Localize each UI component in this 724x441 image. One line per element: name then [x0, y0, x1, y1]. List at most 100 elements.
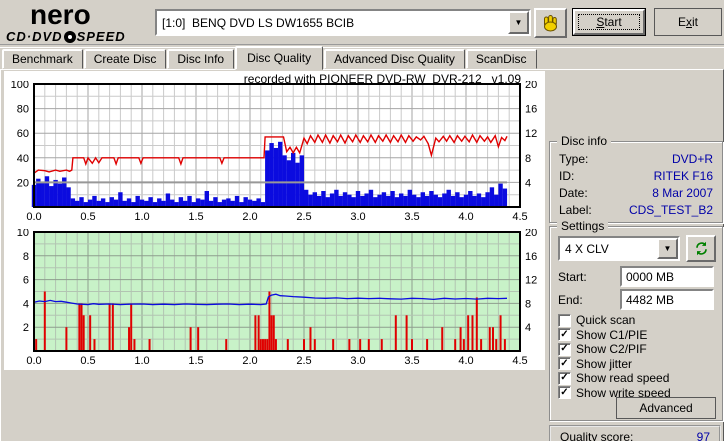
checkbox-icon[interactable]: ✓ — [558, 328, 571, 342]
eject-hand-button[interactable] — [534, 8, 567, 38]
svg-text:2.5: 2.5 — [296, 211, 311, 223]
checkbox-icon[interactable]: ✓ — [558, 371, 571, 385]
svg-text:12: 12 — [525, 128, 537, 140]
settings-group: Settings 4 X CLV ▼ Start: 0000 MB End: 4… — [549, 219, 723, 421]
advanced-button-label: Advanced — [639, 401, 693, 415]
disc-info-title: Disc info — [557, 134, 612, 148]
tab-benchmark[interactable]: Benchmark — [2, 49, 83, 69]
stat-row: Label: CDS_TEST_B2 — [550, 203, 722, 217]
nero-logo: nero CD·DVD SPEED — [6, 1, 146, 44]
chart-panel: recorded with PIONEER DVD-RW DVR-212 v1.… — [4, 71, 545, 370]
svg-text:80: 80 — [17, 104, 29, 116]
advanced-button[interactable]: Advanced — [616, 397, 716, 419]
svg-text:4.5: 4.5 — [512, 355, 527, 367]
chevron-down-icon[interactable]: ▼ — [657, 238, 678, 259]
svg-text:1.0: 1.0 — [134, 211, 149, 223]
svg-text:2.0: 2.0 — [242, 355, 257, 367]
svg-text:1.5: 1.5 — [188, 211, 203, 223]
disc-quality-tab-page: recorded with PIONEER DVD-RW DVR-212 v1.… — [0, 69, 724, 441]
disc-info-group: Disc info Type: DVD+R ID: RITEK F16 Date: 8 M… — [549, 134, 723, 223]
cd-dvd-speed-logo-text: CD·DVD SPEED — [6, 29, 126, 44]
svg-text:10: 10 — [17, 229, 29, 239]
refresh-button[interactable] — [686, 235, 716, 262]
disc-info-label: Label: — [559, 203, 592, 217]
svg-text:40: 40 — [17, 153, 29, 165]
svg-text:4.0: 4.0 — [458, 355, 473, 367]
refresh-icon — [695, 241, 707, 256]
disc-info-label: ID: — [559, 169, 575, 183]
quality-score-panel: Quality score: 97 — [549, 425, 721, 441]
scan-speed-select[interactable]: 4 X CLV ▼ — [558, 236, 680, 261]
stat-row: Type: DVD+R — [550, 152, 722, 166]
svg-text:4.0: 4.0 — [458, 211, 473, 223]
settings-checkboxes: Quick scan ✓ Show C1/PIE ✓ Show C2/PIF ✓ Show … — [558, 313, 718, 400]
disc-info-value: CDS_TEST_B2 — [628, 203, 713, 217]
svg-text:4: 4 — [525, 177, 531, 189]
svg-text:8: 8 — [525, 298, 531, 310]
svg-text:20: 20 — [525, 81, 537, 91]
checkbox-label: Show C1/PIE — [576, 327, 648, 342]
disc-info-label: Type: — [559, 152, 589, 166]
checkbox-label: Quick scan — [576, 313, 636, 328]
svg-text:100: 100 — [11, 81, 29, 91]
disc-info-value: DVD+R — [671, 152, 713, 166]
svg-text:0.0: 0.0 — [26, 355, 41, 367]
svg-text:6: 6 — [23, 275, 29, 287]
tab-scandisc[interactable]: ScanDisc — [465, 49, 537, 69]
svg-text:20: 20 — [17, 177, 29, 189]
quality-score-value: 97 — [696, 430, 710, 441]
stat-row: ID: RITEK F16 — [550, 169, 722, 183]
stat-row: Date: 8 Mar 2007 — [550, 186, 722, 200]
svg-text:3.0: 3.0 — [350, 355, 365, 367]
checkbox-quick-scan[interactable]: Quick scan — [558, 313, 718, 328]
svg-text:0.5: 0.5 — [80, 211, 95, 223]
drive-select[interactable]: [1:0] BENQ DVD LS DW1655 BCIB ▼ — [155, 9, 531, 36]
checkbox-show-c1-pie[interactable]: ✓ Show C1/PIE — [558, 328, 718, 343]
svg-text:1.5: 1.5 — [188, 355, 203, 367]
checkbox-show-jitter[interactable]: ✓ Show jitter — [558, 357, 718, 372]
tab-disc-info[interactable]: Disc Info — [167, 49, 235, 69]
start-position-field[interactable]: 0000 MB — [620, 266, 714, 287]
checkbox-icon[interactable]: ✓ — [558, 357, 571, 371]
scan-speed-value: 4 X CLV — [565, 241, 609, 256]
svg-text:0.0: 0.0 — [26, 211, 41, 223]
disc-icon — [63, 30, 76, 43]
svg-text:16: 16 — [525, 251, 537, 263]
checkbox-show-read-speed[interactable]: ✓ Show read speed — [558, 371, 718, 386]
svg-text:8: 8 — [525, 153, 531, 165]
checkbox-show-write-speed[interactable]: ✓ Show write speed — [558, 386, 718, 401]
checkbox-show-c2-pif[interactable]: ✓ Show C2/PIF — [558, 342, 718, 357]
svg-text:16: 16 — [525, 104, 537, 116]
checkbox-icon[interactable] — [558, 313, 571, 327]
chart-title: recorded with PIONEER DVD-RW DVR-212 v1.… — [243, 72, 521, 86]
end-position-field[interactable]: 4482 MB — [620, 289, 714, 310]
tab-disc-quality[interactable]: Disc Quality — [235, 46, 324, 70]
tab-create-disc[interactable]: Create Disc — [83, 49, 167, 69]
end-position-label: End: — [558, 292, 583, 307]
svg-text:60: 60 — [17, 128, 29, 140]
svg-text:3.0: 3.0 — [350, 211, 365, 223]
svg-text:12: 12 — [525, 275, 537, 287]
svg-text:4: 4 — [525, 322, 531, 334]
start-position-label: Start: — [558, 269, 587, 284]
drive-select-value: [1:0] BENQ DVD LS DW1655 BCIB — [162, 15, 355, 30]
disc-info-value: RITEK F16 — [653, 169, 713, 183]
svg-text:4.5: 4.5 — [512, 211, 527, 223]
checkbox-icon[interactable]: ✓ — [558, 386, 571, 400]
disc-info-rows: Type: DVD+R ID: RITEK F16 Date: 8 Mar 2007 Lab… — [550, 152, 722, 217]
checkbox-label: Show jitter — [576, 356, 633, 371]
disc-info-value: 8 Mar 2007 — [652, 186, 713, 200]
svg-text:20: 20 — [525, 229, 537, 239]
quality-score-label: Quality score: — [560, 430, 634, 441]
svg-text:3.5: 3.5 — [404, 211, 419, 223]
start-position-row: Start: 0000 MB — [558, 266, 714, 287]
svg-text:2: 2 — [23, 322, 29, 334]
chevron-down-icon[interactable]: ▼ — [508, 11, 529, 34]
svg-text:0.5: 0.5 — [80, 355, 95, 367]
checkbox-icon[interactable]: ✓ — [558, 342, 571, 356]
pi-errors-chart: 0.0 0.5 1.0 1.5 2.0 2.5 3.0 3.5 4.0 4.5 100 80 60 40 2… — [4, 79, 544, 226]
tab-advanced-disc-quality[interactable]: Advanced Disc Quality — [324, 49, 465, 69]
exit-button[interactable]: Exit — [654, 8, 722, 36]
